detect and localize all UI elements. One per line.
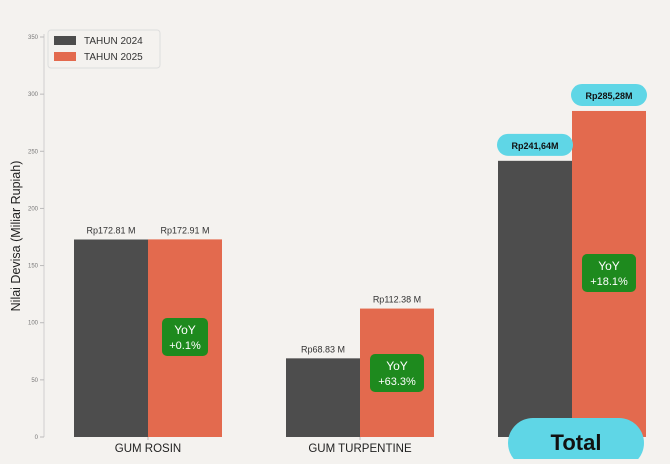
yoy-badge [162,318,208,356]
y-axis-title: Nilai Devisa (Miliar Rupiah) [9,161,23,312]
value-label: Rp172.91 M [160,225,209,235]
value-label: Rp241,64M [511,141,558,151]
bar-2024 [498,160,572,437]
value-label: Rp285,28M [585,91,632,101]
y-tick-label: 250 [28,149,39,155]
bar-2024 [286,358,360,437]
yoy-badges: YoY +0.1% YoY +63.3% YoY +18.1% [162,254,636,392]
total-badge: Total [508,418,644,464]
y-tick-label: 50 [31,378,38,384]
legend-label: TAHUN 2024 [84,36,143,47]
legend: TAHUN 2024 TAHUN 2025 [47,29,161,69]
y-tick-label: 100 [28,321,39,327]
yoy-badge [582,254,636,292]
value-labels: Rp172.81 M Rp172.91 M Rp68.83 M Rp112.38 M R… [86,83,647,354]
yoy-label: YoY [174,323,196,337]
value-label: Rp68.83 M [301,344,345,354]
legend-swatch-2025 [54,52,76,61]
value-label: Rp112.38 M [373,295,421,305]
value-label: Rp172.81 M [86,226,135,236]
yoy-value: +0.1% [169,340,201,352]
bars [74,110,646,438]
x-axis-labels: GUM ROSIN GUM TURPENTINE [115,437,412,455]
yoy-label: YoY [598,259,620,273]
value-label-pill [497,133,573,156]
y-tick-label: 350 [28,35,39,41]
x-tick-label: GUM TURPENTINE [308,443,412,455]
value-label-pill [571,83,647,106]
yoy-value: +18.1% [590,276,628,288]
y-tick-label: 200 [28,206,39,212]
total-badge-background [508,418,644,464]
y-tick-label: 150 [28,264,39,270]
yoy-badge [370,354,424,392]
y-axis: 0 50 100 150 200 250 300 350 Nilai Devisa (Milia… [9,34,45,441]
legend-label: TAHUN 2025 [84,52,143,63]
total-badge-label: Total [551,430,602,455]
bar-2024 [74,239,148,437]
x-tick-label: GUM ROSIN [115,443,181,455]
yoy-value: +63.3% [378,376,416,388]
legend-swatch-2024 [54,36,76,45]
y-tick-label: 300 [28,92,39,98]
yoy-label: YoY [386,359,408,373]
y-tick-label: 0 [35,435,39,441]
